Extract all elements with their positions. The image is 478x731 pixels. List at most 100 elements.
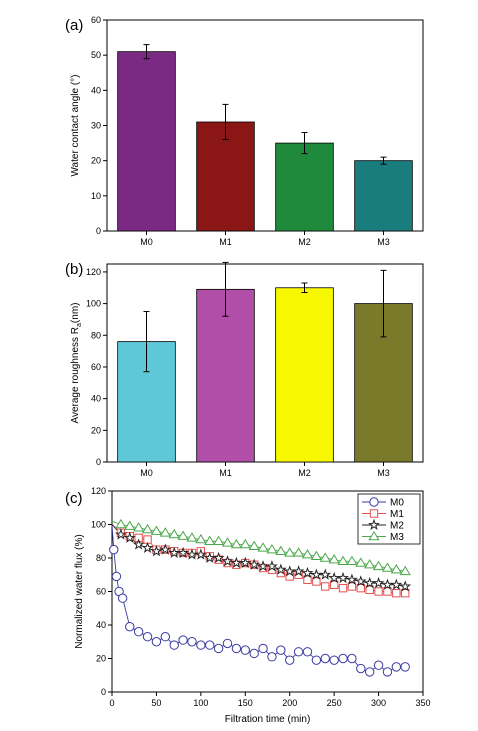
data-point (187, 637, 197, 647)
data-point (328, 571, 341, 584)
data-point (177, 546, 190, 559)
series-line-m3 (111, 520, 406, 572)
data-point (368, 530, 380, 541)
bar (275, 142, 334, 232)
y-tick-label: 0 (96, 457, 101, 467)
data-point (293, 547, 305, 557)
y-tick-label: 60 (91, 15, 101, 25)
series-markers-m0 (109, 544, 410, 677)
y-tick-label: 40 (96, 620, 106, 630)
y-tick-label: 0 (101, 687, 106, 697)
legend-label: M2 (390, 521, 404, 532)
data-point (178, 635, 188, 645)
y-axis-label: Water contact angle (°) (70, 74, 81, 176)
data-point (125, 621, 135, 632)
data-point (230, 538, 242, 549)
legend-label: M0 (390, 498, 404, 509)
data-point (111, 571, 122, 582)
y-tick-label: 120 (86, 267, 101, 277)
data-point (186, 548, 198, 560)
data-point (363, 576, 376, 589)
y-tick-label: 10 (91, 191, 101, 201)
x-tick-label: M0 (140, 468, 153, 478)
y-tick-label: 80 (96, 553, 106, 563)
data-point (195, 533, 207, 544)
data-point (372, 576, 385, 589)
data-point (186, 532, 198, 542)
bar (196, 288, 255, 463)
data-point (401, 588, 410, 598)
data-point (123, 531, 136, 543)
data-point (369, 497, 379, 507)
data-point (205, 640, 215, 650)
data-point (204, 535, 216, 545)
data-point (212, 551, 225, 564)
data-point (169, 640, 179, 650)
data-point (141, 523, 154, 534)
x-tick-label: 350 (415, 698, 430, 708)
y-tick-label: 20 (96, 654, 106, 664)
data-point (374, 587, 383, 596)
data-point (400, 662, 410, 672)
data-point (222, 638, 233, 649)
data-point (248, 540, 260, 550)
data-point (369, 509, 379, 518)
data-point (124, 520, 136, 530)
data-point (390, 564, 402, 574)
x-tick-label: M0 (140, 237, 153, 247)
data-point (368, 518, 380, 531)
data-point (310, 568, 323, 580)
data-point (132, 538, 145, 550)
data-point (312, 577, 321, 586)
panel-label: (c) (65, 490, 83, 507)
data-point (328, 553, 340, 564)
x-tick-label: M2 (298, 237, 311, 247)
data-point (364, 667, 375, 677)
data-point (231, 643, 242, 654)
data-point (267, 652, 277, 662)
data-point (168, 546, 181, 559)
line-chart: (c) 0 20 40 60 80 100 120 Normalized water flux … (65, 486, 431, 725)
data-point (354, 575, 367, 587)
data-point (285, 655, 295, 665)
data-point (213, 535, 225, 545)
data-point (248, 558, 261, 570)
legend-label: M3 (390, 532, 404, 543)
data-point (114, 528, 127, 540)
data-point (283, 565, 296, 577)
data-point (391, 662, 402, 672)
data-point (399, 580, 412, 592)
data-point (249, 648, 259, 659)
panel-label: (a) (65, 17, 83, 34)
x-tick-label: 300 (371, 698, 386, 708)
data-point (372, 560, 385, 571)
y-tick-label: 60 (96, 587, 106, 597)
y-tick-label: 30 (91, 121, 101, 131)
x-tick-label: 150 (238, 698, 253, 708)
data-point (109, 544, 119, 555)
y-tick-label: 50 (91, 50, 101, 60)
data-point (356, 583, 366, 593)
bar-chart-1: (a) 0 10 20 30 40 50 60 Water contact angle (°) M… (65, 15, 424, 247)
data-point (142, 632, 153, 642)
data-point (382, 667, 393, 677)
data-point (338, 583, 348, 593)
y-axis-label: Normalized water flux (%) (74, 534, 85, 648)
data-point (365, 585, 374, 595)
data-point (320, 653, 330, 664)
data-point (311, 655, 322, 665)
data-point (213, 643, 224, 654)
data-point (293, 647, 304, 657)
data-point (133, 522, 145, 532)
data-point (337, 571, 349, 584)
data-point (194, 548, 207, 560)
x-tick-label: 0 (109, 698, 114, 708)
bar (354, 160, 413, 232)
data-point (266, 543, 278, 554)
data-point (337, 555, 349, 566)
data-point (310, 550, 322, 561)
data-point (276, 645, 286, 655)
data-point (390, 578, 403, 590)
